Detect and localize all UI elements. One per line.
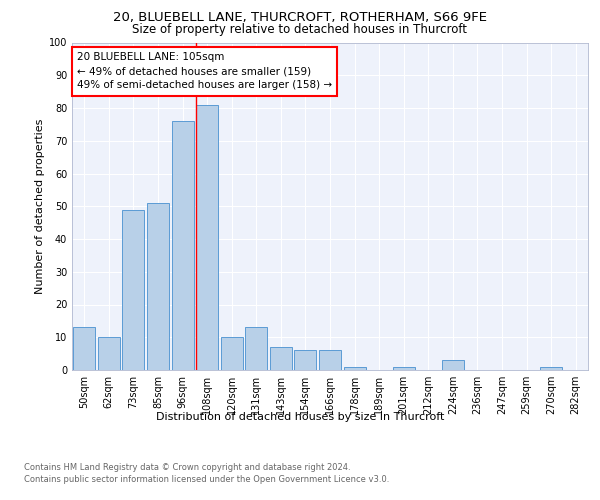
Y-axis label: Number of detached properties: Number of detached properties [35,118,44,294]
Bar [172,121,194,370]
Text: Size of property relative to detached houses in Thurcroft: Size of property relative to detached ho… [133,22,467,36]
Bar [73,328,95,370]
Bar [295,350,316,370]
Bar [221,337,243,370]
Bar [196,104,218,370]
Bar [147,203,169,370]
Bar [245,328,268,370]
Text: 20, BLUEBELL LANE, THURCROFT, ROTHERHAM, S66 9FE: 20, BLUEBELL LANE, THURCROFT, ROTHERHAM,… [113,11,487,24]
Text: 20 BLUEBELL LANE: 105sqm
← 49% of detached houses are smaller (159)
49% of semi-: 20 BLUEBELL LANE: 105sqm ← 49% of detach… [77,52,332,90]
Bar [442,360,464,370]
Bar [392,366,415,370]
Bar [98,337,120,370]
Text: Contains HM Land Registry data © Crown copyright and database right 2024.
Contai: Contains HM Land Registry data © Crown c… [24,462,389,484]
Text: Distribution of detached houses by size in Thurcroft: Distribution of detached houses by size … [156,412,444,422]
Bar [122,210,145,370]
Bar [270,347,292,370]
Bar [540,366,562,370]
Bar [319,350,341,370]
Bar [344,366,365,370]
